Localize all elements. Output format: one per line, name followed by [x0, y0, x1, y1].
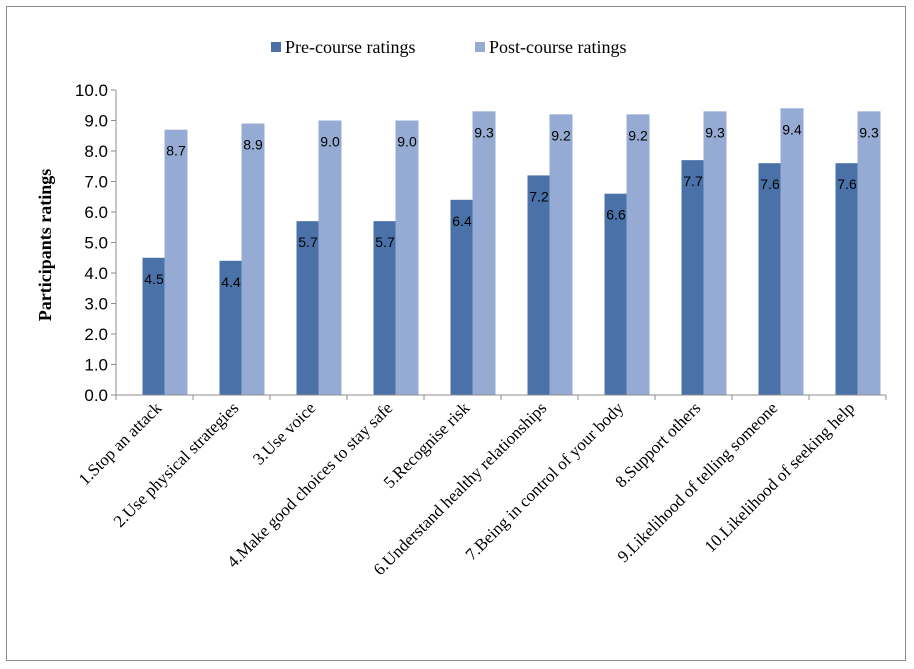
- y-tick-label: 7.0: [84, 173, 108, 192]
- bars: [142, 108, 881, 396]
- y-tick-label: 2.0: [84, 325, 108, 344]
- x-category-label: 9.Likelihood of telling someone: [614, 398, 782, 566]
- post-course-bar: [780, 108, 804, 396]
- legend-label-post-course: Post-course ratings: [489, 37, 626, 57]
- pre-course-bar: [604, 193, 628, 395]
- pre-course-bar: [450, 199, 474, 395]
- pre-course-data-label: 7.2: [529, 188, 549, 204]
- pre-course-data-label: 7.6: [837, 176, 857, 192]
- post-course-data-label: 8.7: [166, 143, 186, 159]
- legend-label-pre-course: Pre-course ratings: [285, 37, 415, 57]
- pre-course-data-label: 6.4: [452, 213, 472, 229]
- data-labels: 4.5 8.7 4.4 8.9 5.7 9.0 5.7 9.0 6.4 9.3 7.2 9.2 6.6 9…: [144, 121, 879, 289]
- post-course-bar: [626, 114, 650, 396]
- pre-course-data-label: 7.6: [760, 176, 780, 192]
- y-tick-label: 1.0: [84, 356, 108, 375]
- pre-course-bar: [219, 260, 243, 395]
- pre-course-data-label: 6.6: [606, 207, 626, 223]
- post-course-data-label: 9.0: [397, 134, 417, 150]
- y-tick-label: 10.0: [75, 81, 108, 100]
- post-course-bar: [857, 111, 881, 395]
- pre-course-bar: [758, 163, 782, 395]
- x-category-label: 3.Use voice: [249, 398, 319, 468]
- post-course-data-label: 9.2: [628, 127, 648, 143]
- y-axis-title: Participants ratings: [35, 169, 55, 322]
- post-course-data-label: 9.3: [705, 124, 725, 140]
- legend-swatch-pre-course: [271, 42, 281, 52]
- post-course-bar: [703, 111, 727, 395]
- post-course-bar: [395, 120, 419, 395]
- x-category-label: 4.Make good choices to stay safe: [223, 398, 396, 571]
- legend: Pre-course ratings Post-course ratings: [271, 37, 626, 57]
- y-axis-ticks: 0.0 1.0 2.0 3.0 4.0 5.0 6.0 7.0 8.0 9.0 10.0: [75, 81, 116, 405]
- post-course-data-label: 8.9: [243, 137, 263, 153]
- post-course-bar: [241, 123, 265, 396]
- y-tick-label: 3.0: [84, 295, 108, 314]
- pre-course-data-label: 4.4: [221, 274, 241, 290]
- post-course-bar: [164, 129, 188, 395]
- post-course-data-label: 9.3: [859, 124, 879, 140]
- pre-course-bar: [296, 221, 320, 395]
- post-course-data-label: 9.3: [474, 124, 494, 140]
- post-course-data-label: 9.0: [320, 134, 340, 150]
- x-category-label: 2.Use physical strategies: [110, 398, 243, 531]
- post-course-data-label: 9.4: [782, 121, 802, 137]
- pre-course-data-label: 5.7: [298, 234, 318, 250]
- pre-course-bar: [142, 257, 166, 395]
- pre-course-bar: [373, 221, 397, 395]
- legend-swatch-post-course: [475, 42, 485, 52]
- pre-course-data-label: 4.5: [144, 271, 164, 287]
- post-course-bar: [472, 111, 496, 395]
- post-course-bar: [318, 120, 342, 395]
- x-category-label: 7.Being in control of your body: [462, 398, 628, 564]
- pre-course-bar: [835, 163, 859, 395]
- y-tick-label: 6.0: [84, 203, 108, 222]
- y-tick-label: 0.0: [84, 386, 108, 405]
- post-course-data-label: 9.2: [551, 127, 571, 143]
- pre-course-bar: [681, 160, 705, 395]
- x-category-label: 10.Likelihood of seeking help: [701, 398, 859, 556]
- pre-course-bar: [527, 175, 551, 395]
- y-tick-label: 8.0: [84, 142, 108, 161]
- post-course-bar: [549, 114, 573, 396]
- y-tick-label: 4.0: [84, 264, 108, 283]
- y-tick-label: 9.0: [84, 112, 108, 131]
- pre-course-data-label: 7.7: [683, 173, 703, 189]
- pre-course-data-label: 5.7: [375, 234, 395, 250]
- y-tick-label: 5.0: [84, 234, 108, 253]
